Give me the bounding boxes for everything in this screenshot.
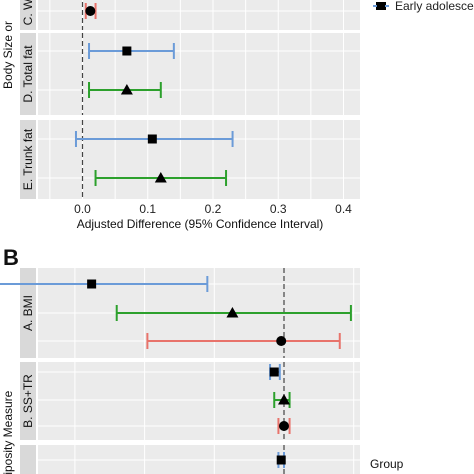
x-tick-label: 0.4 <box>335 202 352 216</box>
y-axis-label: Body Size or <box>1 21 15 89</box>
triangle-marker <box>278 394 290 405</box>
x-tick-label: 0.2 <box>205 202 222 216</box>
facet-strip-label: C. W <box>21 0 35 25</box>
triangle-marker <box>154 172 167 183</box>
square-marker <box>87 279 97 289</box>
panel-letter: B <box>3 245 19 270</box>
circle-marker <box>276 336 287 346</box>
facet-strip <box>20 362 36 440</box>
facet-strip <box>20 33 36 115</box>
facet-panel <box>38 33 360 115</box>
ci-row-triangle <box>88 82 162 98</box>
ci-row-circle <box>277 418 291 434</box>
ci-row-triangle <box>115 305 352 321</box>
circle-marker <box>279 421 289 431</box>
facet-strip <box>20 268 36 358</box>
facet-panel <box>38 362 360 440</box>
facet-strip <box>20 120 36 199</box>
ci-row-square <box>74 131 234 147</box>
ci-row-circle <box>84 3 97 19</box>
ci-row-square <box>88 43 175 59</box>
legend-square-icon <box>377 2 385 10</box>
legend-title: Group <box>370 457 404 471</box>
ci-row-square <box>269 364 281 380</box>
ci-row-triangle <box>94 170 228 186</box>
x-tick-label: 0.1 <box>139 202 156 216</box>
ci-row-triangle <box>273 392 291 408</box>
x-tick-label: 0.0 <box>74 202 91 216</box>
facet-panel <box>38 120 360 199</box>
legend-label: Early adolescence <box>395 0 474 13</box>
facet-strip-label: D. Total fat <box>21 45 35 103</box>
facet-strip-label: A. BMI <box>21 295 35 331</box>
square-marker <box>276 455 286 465</box>
x-axis-label: Adjusted Difference (95% Confidence Inte… <box>77 217 324 231</box>
ci-row-circle <box>146 333 341 349</box>
ci-row-square <box>276 452 286 468</box>
x-tick-label: 0.3 <box>270 202 287 216</box>
facet-strip-label: B. SS+TR <box>21 374 35 428</box>
square-marker <box>122 46 132 56</box>
facet-strip <box>20 0 36 30</box>
facet-strip <box>20 445 36 474</box>
triangle-marker <box>226 307 239 318</box>
square-marker <box>269 367 279 377</box>
circle-marker <box>85 6 96 16</box>
ci-row-square <box>0 276 209 292</box>
square-marker <box>147 134 157 144</box>
y-axis-label: Adiposity Measure <box>1 390 15 474</box>
triangle-marker <box>120 84 133 95</box>
facet-strip-label: E. Trunk fat <box>21 128 35 190</box>
